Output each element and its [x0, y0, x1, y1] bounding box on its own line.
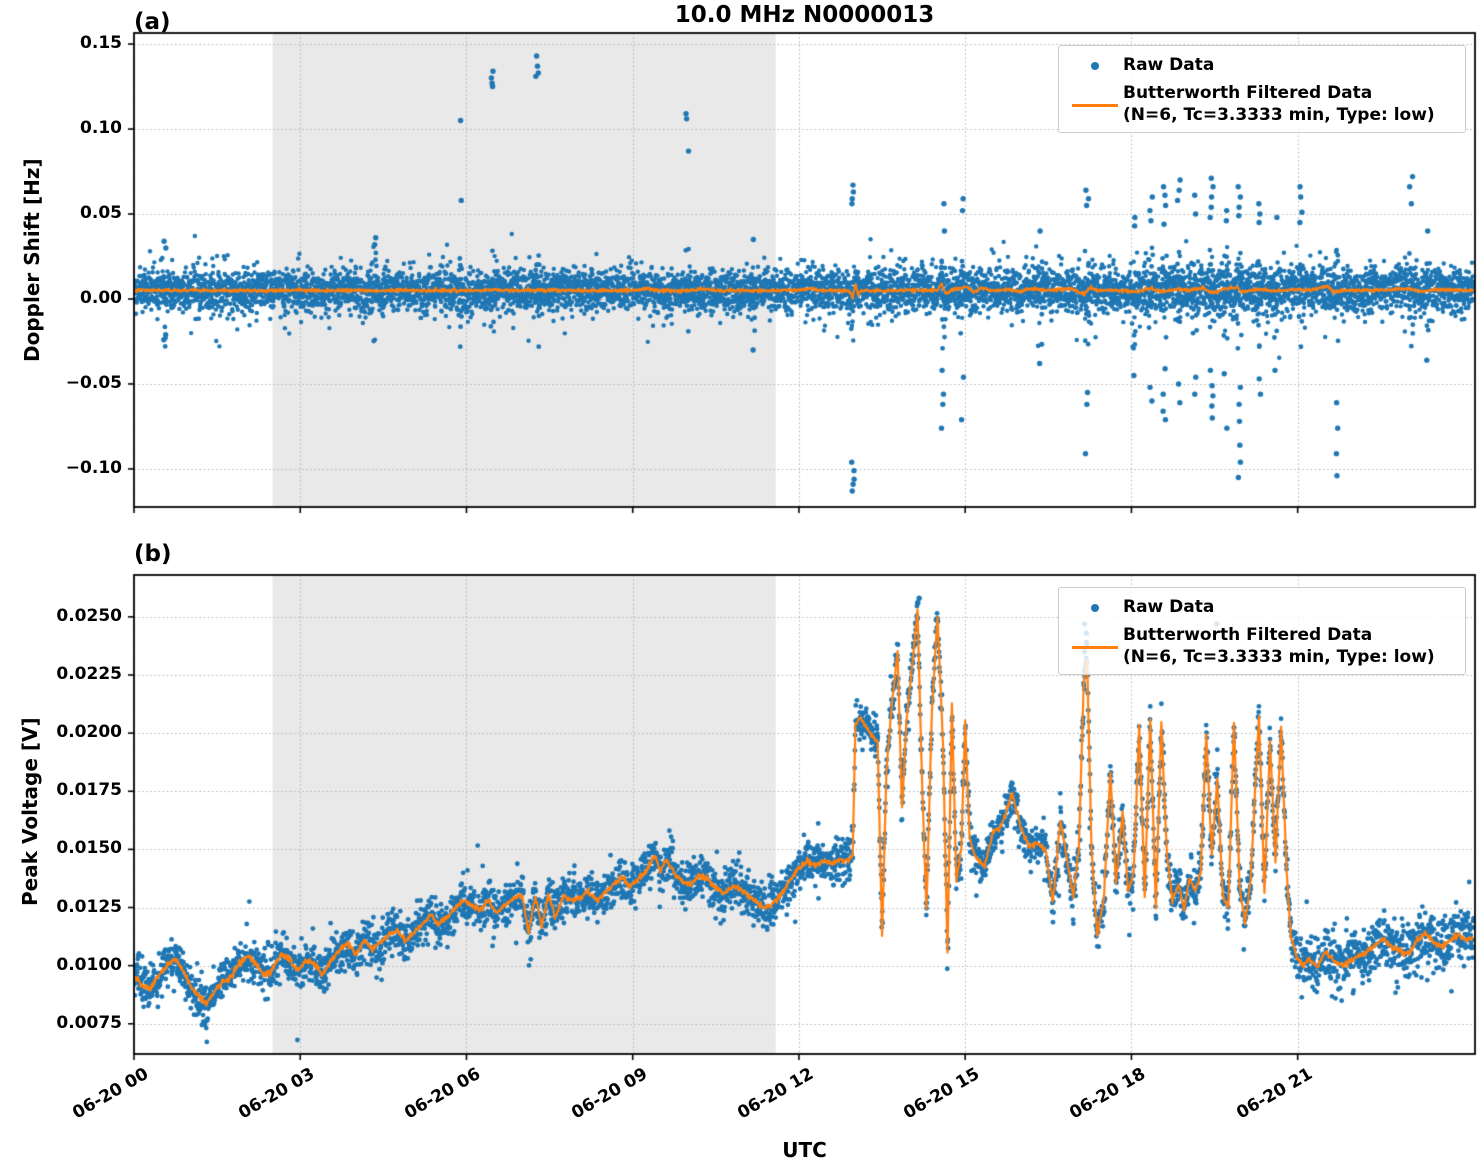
- legend-b-filtered-label: Butterworth Filtered Data (N=6, Tc=3.3333…: [1123, 625, 1435, 669]
- panel-b-label: (b): [134, 541, 172, 567]
- y-tick-label: 0.05: [80, 203, 122, 223]
- legend-a-filtered-entry: Butterworth Filtered Data (N=6, Tc=3.3333…: [1067, 81, 1457, 129]
- y-tick-label: 0.0175: [56, 780, 122, 801]
- filtered-line-marker-icon: [1067, 103, 1123, 107]
- legend-a-filtered-label-line1: Butterworth Filtered Data: [1123, 83, 1373, 104]
- legend-a-filtered-label-line2: (N=6, Tc=3.3333 min, Type: low): [1123, 105, 1435, 125]
- x-axis-label: UTC: [782, 1138, 827, 1162]
- legend-b-raw-entry: Raw Data: [1067, 593, 1457, 623]
- legend-b-filtered-label-line1: Butterworth Filtered Data: [1123, 625, 1373, 646]
- panel-a-label: (a): [134, 9, 171, 35]
- legend-a-raw-entry: Raw Data: [1067, 51, 1457, 81]
- plot-title: 10.0 MHz N0000013: [674, 2, 935, 28]
- y-axis-label-b: Peak Voltage [V]: [18, 717, 42, 906]
- y-tick-label: 0.0225: [56, 663, 122, 684]
- y-tick-label: −0.10: [65, 457, 122, 478]
- filtered-line-marker-icon: [1067, 645, 1123, 649]
- y-tick-label: 0.10: [80, 118, 122, 139]
- legend-b-raw-label: Raw Data: [1123, 597, 1215, 618]
- y-tick-label: 0.15: [80, 33, 122, 54]
- legend-a-filtered-label: Butterworth Filtered Data (N=6, Tc=3.3333…: [1123, 83, 1435, 127]
- legend-b: Raw Data Butterworth Filtered Data (N=6, …: [1058, 587, 1466, 675]
- y-tick-label: 0.0250: [56, 605, 122, 626]
- y-tick-label: 0.00: [80, 287, 122, 308]
- y-tick-label: 0.0075: [56, 1012, 122, 1033]
- y-tick-label: 0.0125: [56, 896, 122, 917]
- legend-a: Raw Data Butterworth Filtered Data (N=6, …: [1058, 45, 1466, 133]
- y-tick-label: 0.0150: [56, 838, 122, 859]
- y-tick-label: −0.05: [65, 372, 122, 393]
- legend-b-filtered-entry: Butterworth Filtered Data (N=6, Tc=3.3333…: [1067, 623, 1457, 671]
- y-tick-label: 0.0200: [56, 722, 122, 743]
- legend-a-raw-label: Raw Data: [1123, 55, 1215, 76]
- raw-data-marker-icon: [1067, 604, 1123, 612]
- raw-data-marker-icon: [1067, 62, 1123, 70]
- y-tick-label: 0.0100: [56, 954, 122, 975]
- legend-b-filtered-label-line2: (N=6, Tc=3.3333 min, Type: low): [1123, 647, 1435, 667]
